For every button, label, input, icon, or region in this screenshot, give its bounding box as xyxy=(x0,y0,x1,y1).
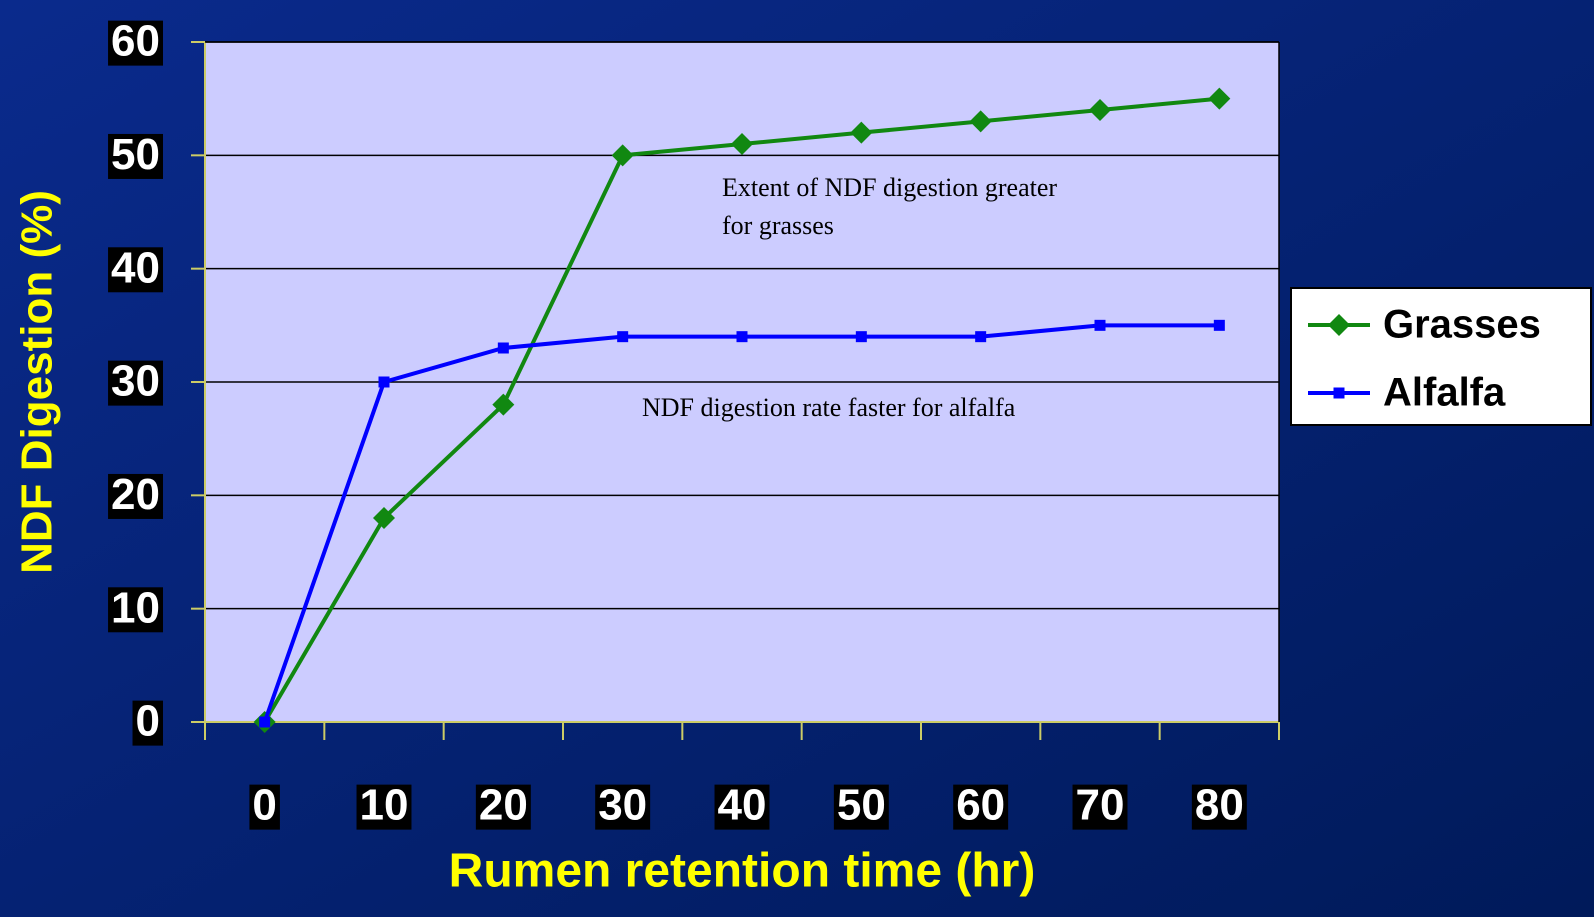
tick-label-box xyxy=(833,784,889,830)
tick-label-box xyxy=(108,247,163,293)
point xyxy=(736,331,748,343)
tick-label-box xyxy=(108,360,163,406)
legend-box xyxy=(1290,287,1592,426)
series xyxy=(253,87,1231,733)
x-tick-label: 10 xyxy=(360,781,409,830)
point xyxy=(259,716,271,728)
y-tick-label: 20 xyxy=(111,470,160,519)
y-tick-label: 60 xyxy=(111,17,160,66)
x-tick-label: 70 xyxy=(1076,781,1125,830)
legend-marker xyxy=(1328,314,1350,336)
legend-item: Grasses xyxy=(1308,303,1541,347)
legend-item: Alfalfa xyxy=(1308,371,1506,415)
point xyxy=(1213,319,1225,331)
tick-label-box xyxy=(108,587,163,633)
point xyxy=(497,342,509,354)
tick-label-box xyxy=(953,784,1009,830)
series xyxy=(259,319,1225,728)
tick-label-box xyxy=(356,784,412,830)
tick-label-box xyxy=(249,784,280,830)
y-tick-label: 40 xyxy=(111,243,160,292)
y-tick-label: 10 xyxy=(111,583,160,632)
point xyxy=(373,507,395,529)
tick-label-box xyxy=(1072,784,1128,830)
y-tick-label: 30 xyxy=(111,357,160,406)
x-tick-label: 80 xyxy=(1195,781,1244,830)
annotation: NDF digestion rate faster for alfalfa xyxy=(642,393,1016,422)
legend-marker xyxy=(1333,387,1345,399)
point xyxy=(850,121,873,144)
point xyxy=(731,133,753,155)
annotation: for grasses xyxy=(722,211,834,240)
x-tick-label: 30 xyxy=(598,781,647,830)
legend-label: Alfalfa xyxy=(1383,371,1506,415)
x-tick-label: 40 xyxy=(718,781,767,830)
point xyxy=(969,110,992,133)
point xyxy=(1094,319,1106,331)
y-axis-title: NDF Digestion (%) xyxy=(13,190,62,574)
point xyxy=(617,331,629,343)
point xyxy=(378,376,390,388)
point xyxy=(1208,87,1231,110)
x-axis-title: Rumen retention time (hr) xyxy=(449,845,1036,898)
point xyxy=(611,144,634,167)
tick-label-box xyxy=(132,700,163,746)
tick-label-box xyxy=(595,784,651,830)
legend-label: Grasses xyxy=(1383,303,1541,347)
tick-label-box xyxy=(475,784,531,830)
x-tick-label: 60 xyxy=(956,781,1005,830)
tick-label-box xyxy=(714,784,770,830)
point xyxy=(1089,99,1111,121)
point xyxy=(855,331,867,343)
point xyxy=(975,331,987,343)
y-tick-label: 50 xyxy=(111,130,160,179)
y-tick-label: 0 xyxy=(136,697,160,746)
x-tick-label: 50 xyxy=(837,781,886,830)
tick-label-box xyxy=(108,20,163,66)
tick-label-box xyxy=(108,473,163,519)
point xyxy=(492,393,515,416)
x-tick-label: 0 xyxy=(252,781,276,830)
tick-label-box xyxy=(1191,784,1247,830)
tick-label-box xyxy=(108,133,163,179)
x-tick-label: 20 xyxy=(479,781,528,830)
annotation: Extent of NDF digestion greater xyxy=(722,173,1057,202)
